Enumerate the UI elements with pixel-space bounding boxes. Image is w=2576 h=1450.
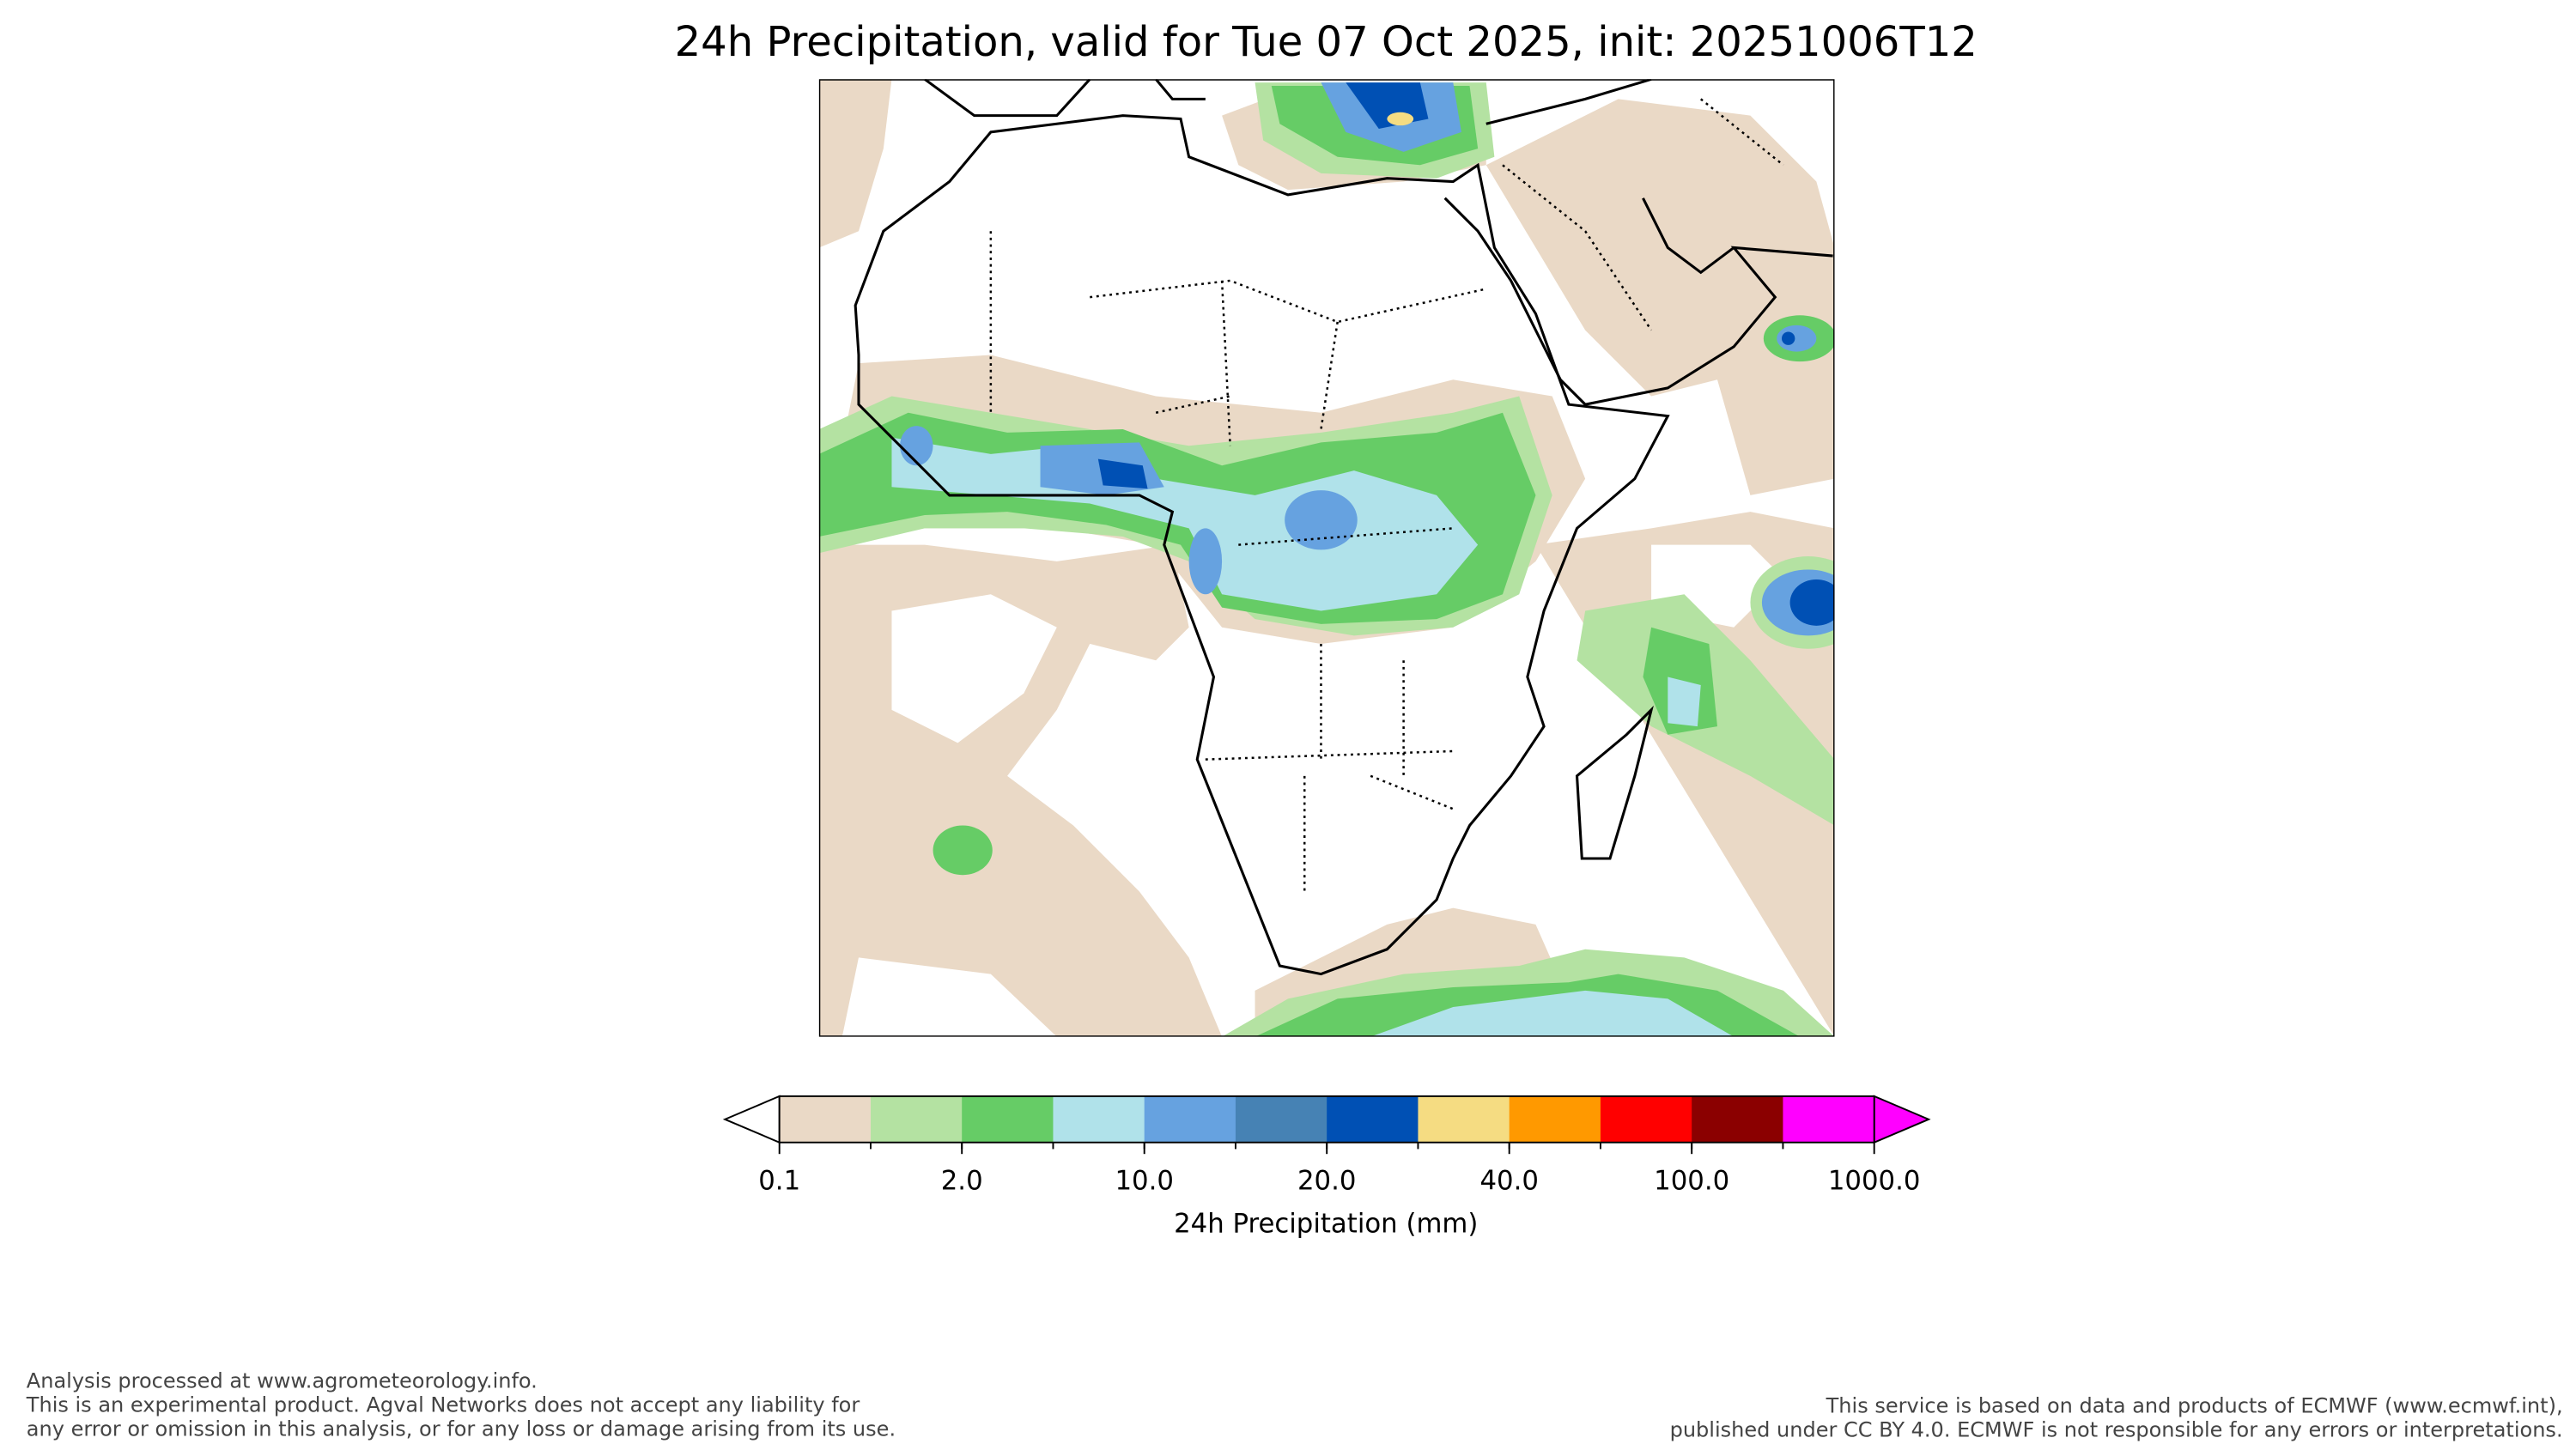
colorbar-label: 24h Precipitation (mm)	[1174, 1208, 1478, 1239]
country-borders	[989, 98, 1784, 892]
arabia-coastline	[1443, 197, 1833, 406]
colorbar-bin	[1144, 1095, 1236, 1143]
europe-coastline	[924, 79, 1652, 125]
africa-coastline	[854, 114, 1670, 976]
madagascar-coastline	[1575, 705, 1654, 860]
colorbar-bin	[1600, 1095, 1692, 1143]
map	[818, 79, 1835, 1037]
colorbar-tick-label: 10.0	[1115, 1165, 1173, 1196]
colorbar-bin	[1509, 1095, 1601, 1143]
colorbar-tick-label: 2.0	[941, 1165, 983, 1196]
colorbar-tick-label: 40.0	[1479, 1165, 1538, 1196]
colorbar-bin	[962, 1095, 1054, 1143]
colorbar-under	[722, 1095, 781, 1144]
footer-left-line: This is an experimental product. Agval N…	[26, 1392, 860, 1417]
colorbar-over	[1873, 1095, 1931, 1144]
colorbar-tick-label: 20.0	[1297, 1165, 1356, 1196]
footer-left-line: any error or omission in this analysis, …	[27, 1417, 896, 1441]
footer: Analysis processed at www.agrometeorolog…	[26, 1369, 2563, 1442]
footer-right-line: published under CC BY 4.0. ECMWF is not …	[1670, 1417, 2563, 1441]
colorbar-bin	[1418, 1095, 1510, 1143]
colorbar-bin	[1053, 1095, 1145, 1143]
colorbar-tick-label: 1000.0	[1828, 1165, 1921, 1196]
footer-right-line: This service is based on data and produc…	[1826, 1393, 2563, 1417]
colorbar-bin	[1783, 1095, 1875, 1143]
colorbar: 0.1 2.0 10.0 20.0 40.0 100.0 1000.0	[722, 1095, 1931, 1196]
colorbar-bin	[1235, 1095, 1327, 1143]
colorbar-tick-label: 0.1	[758, 1165, 800, 1196]
colorbar-tick-label: 100.0	[1654, 1165, 1729, 1196]
colorbar-bin	[779, 1095, 872, 1143]
map-title: 24h Precipitation, valid for Tue 07 Oct …	[675, 18, 1978, 66]
colorbar-bin	[1327, 1095, 1419, 1143]
colorbar-bin	[870, 1095, 963, 1143]
colorbar-bin	[1692, 1095, 1784, 1143]
footer-left-line: Analysis processed at www.agrometeorolog…	[27, 1369, 538, 1393]
